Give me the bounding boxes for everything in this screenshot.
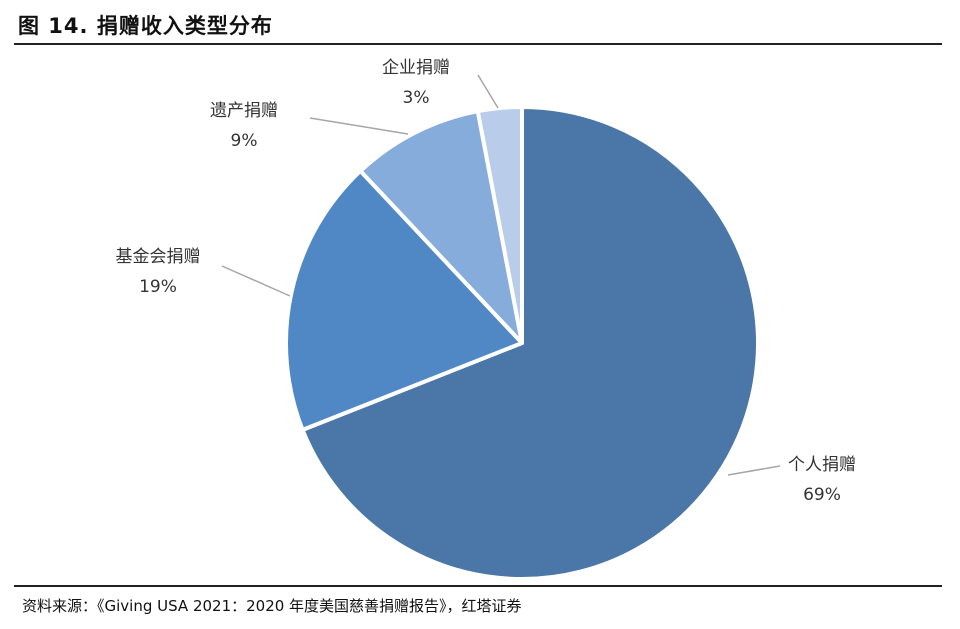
slice-value-2: 19% (139, 277, 177, 297)
leader-line-2 (221, 265, 291, 297)
pie-slice-1 (300, 105, 760, 581)
leader-line-1 (727, 465, 781, 476)
pie-slice-2 (284, 168, 524, 432)
leader-line-3 (309, 117, 409, 135)
slice-value-3: 9% (231, 131, 258, 151)
slice-label-4: 企业捐赠 (382, 58, 450, 78)
pie-slice-4 (475, 105, 524, 345)
slice-label-3: 遗产捐赠 (210, 101, 278, 121)
slice-value-1: 69% (803, 485, 841, 505)
bottom-rule (14, 585, 942, 587)
figure-title: 图 14. 捐赠收入类型分布 (18, 14, 273, 38)
slice-value-4: 3% (403, 88, 430, 108)
source-note: 资料来源：《Giving USA 2021：2020 年度美国慈善捐赠报告》，红… (22, 597, 522, 615)
leader-line-4 (477, 74, 499, 109)
slice-label-2: 基金会捐赠 (116, 247, 201, 267)
top-rule (14, 43, 942, 45)
pie-slice-3 (358, 109, 524, 345)
slice-label-1: 个人捐赠 (788, 455, 856, 475)
